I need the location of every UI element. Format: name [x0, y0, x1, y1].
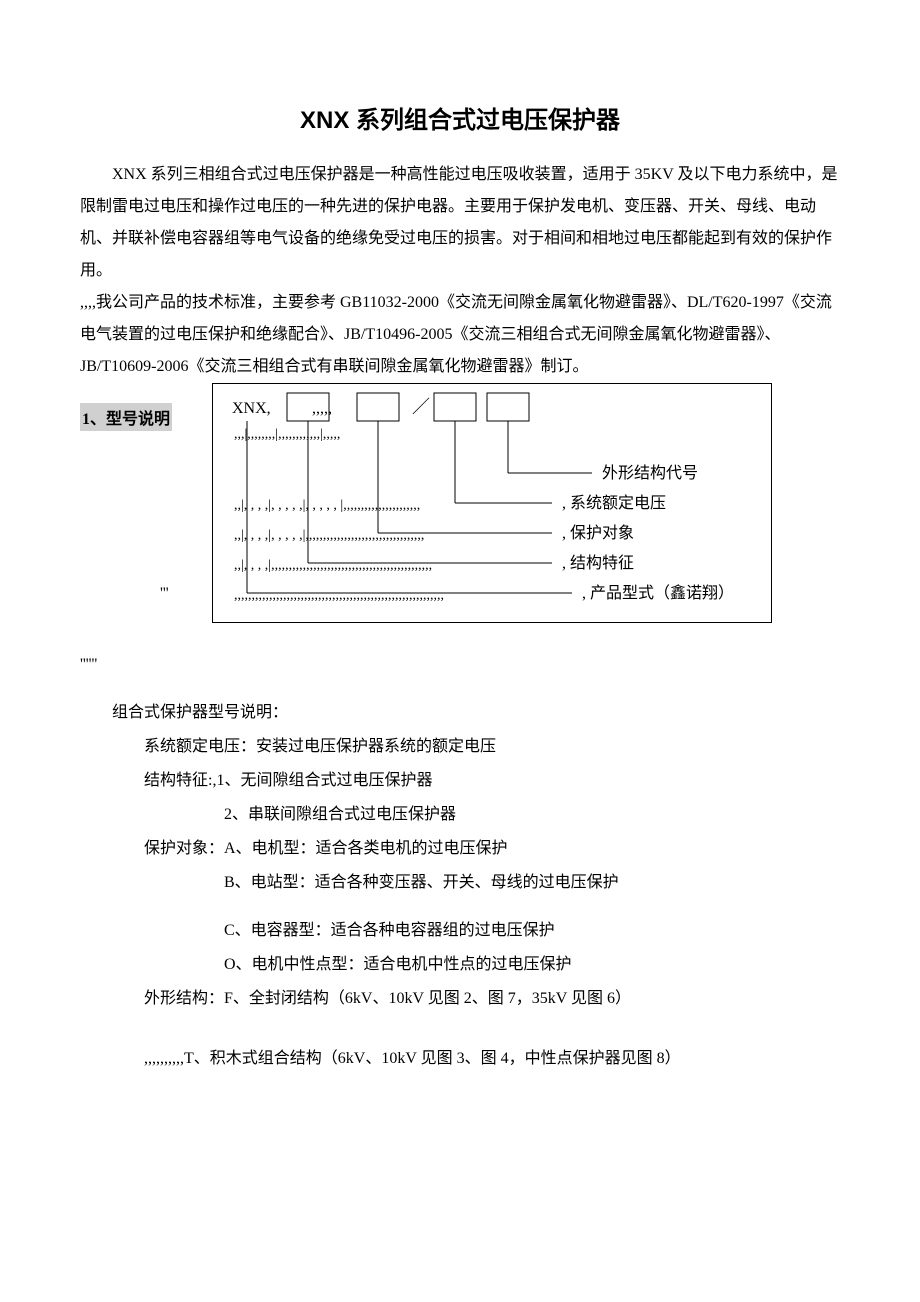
desc-struct-header: 结构特征:,1、无间隙组合式过电压保护器: [80, 765, 840, 797]
diagram-label-sys-voltage: , 系统额定电压: [562, 494, 666, 512]
desc-sys-voltage: 系统额定电压：安装过电压保护器系统的额定电压: [80, 731, 840, 763]
page-title: XNX 系列组合式过电压保护器: [80, 100, 840, 135]
desc-shape-t: ,,,,,,,,,,T、积木式组合结构（6kV、10kV 见图 3、图 4，中性…: [80, 1043, 840, 1075]
desc-shape-header: 外形结构：F、全封闭结构（6kV、10kV 见图 2、图 7，35kV 见图 6…: [80, 983, 840, 1015]
diagram-filler: ,,,|,,,,,,,,|,,,,,,,,,,,,|,,,,,: [234, 427, 340, 442]
diagram-label-product: , 产品型式（鑫诺翔）: [582, 583, 734, 602]
diagram-slash: ／: [412, 397, 430, 417]
diagram-label-shape-code: 外形结构代号: [602, 464, 698, 482]
diagram-label-protect: , 保护对象: [562, 524, 634, 542]
diagram-filler-2: ,,|, , , ,|, , , , ,|, , , , , |,,,,,,,,…: [234, 498, 420, 513]
model-number-diagram: XNX, ,,,,, ／: [212, 383, 772, 623]
intro-paragraph-1: XNX 系列三相组合式过电压保护器是一种高性能过电压吸收装置，适用于 35KV …: [80, 159, 840, 287]
desc-protect-c: C、电容器型：适合各种电容器组的过电压保护: [80, 915, 840, 947]
diagram-filler-4: ,,|, , , ,|,,,,,,,,,,,,,,,,,,,,,,,,,,,,,…: [234, 558, 432, 573]
section-1-header: 1、型号说明: [80, 403, 172, 431]
diagram-label-struct: , 结构特征: [562, 554, 634, 572]
model-desc-header: 组合式保护器型号说明：: [80, 697, 840, 729]
diagram-prefix: XNX,: [232, 400, 271, 417]
ticks-after: '''''': [80, 649, 840, 681]
desc-protect-header: 保护对象：A、电机型：适合各类电机的过电压保护: [80, 833, 840, 865]
diagram-filler-5: ,,,,,,,,,,,,,,,,,,,,,,,,,,,,,,,,,,,,,,,,…: [234, 588, 444, 603]
desc-struct-2: 2、串联间隙组合式过电压保护器: [80, 799, 840, 831]
intro-paragraph-2: ,,,,我公司产品的技术标准，主要参考 GB11032-2000《交流无间隙金属…: [80, 287, 840, 383]
diagram-filler-3: ,,|, , , ,|, , , , ,|,,,,,,,,,,,,,,,,,,,…: [234, 528, 424, 543]
desc-protect-b: B、电站型：适合各种变压器、开关、母线的过电压保护: [80, 867, 840, 899]
desc-protect-o: O、电机中性点型：适合电机中性点的过电压保护: [80, 949, 840, 981]
